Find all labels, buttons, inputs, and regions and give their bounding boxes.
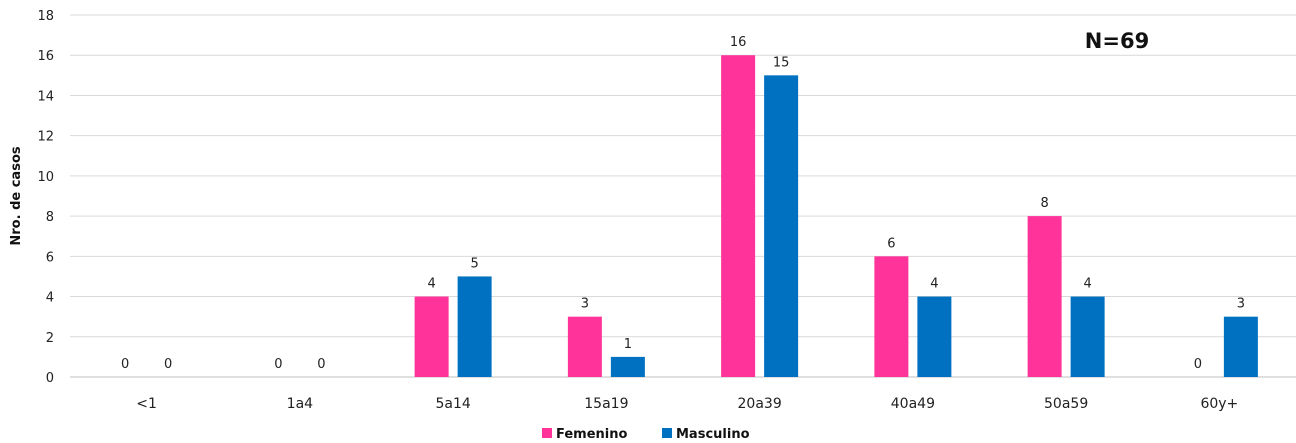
data-label: 4: [427, 277, 435, 292]
data-labels: 0 0 0 0 4 5 3 1 16 15 6 4 8 4 0 3: [121, 35, 1245, 372]
x-category-label: 60y+: [1200, 396, 1238, 412]
x-category-label: 15a19: [584, 396, 628, 412]
bars: [414, 55, 1258, 377]
data-label: 0: [1194, 357, 1202, 372]
y-tick-label: 16: [37, 49, 54, 64]
y-tick-label: 12: [37, 130, 54, 145]
data-label: 0: [274, 357, 282, 372]
legend-label: Femenino: [556, 427, 627, 442]
bar-femenino-4: [721, 55, 756, 377]
y-tick-label: 2: [46, 331, 54, 346]
data-label: 15: [773, 55, 790, 70]
bar-femenino-5: [874, 256, 909, 377]
y-tick-label: 18: [37, 9, 54, 24]
legend-swatch: [542, 428, 552, 438]
bar-masculino-4: [764, 75, 799, 377]
x-category-label: 1a4: [287, 396, 313, 412]
data-label: 16: [730, 35, 747, 50]
y-axis-ticks: 0 2 4 6 8 10 12 14 16 18: [37, 9, 54, 386]
bar-masculino-5: [917, 296, 952, 377]
bar-masculino-7: [1223, 316, 1258, 377]
y-tick-label: 14: [37, 89, 54, 104]
data-label: 3: [1237, 297, 1245, 312]
bar-femenino-3: [567, 316, 602, 377]
sample-size-annotation: N=69: [1085, 29, 1149, 53]
x-category-label: <1: [136, 396, 157, 412]
bar-femenino-6: [1027, 216, 1062, 377]
data-label: 0: [121, 357, 129, 372]
x-category-label: 40a49: [891, 396, 935, 412]
data-label: 5: [470, 256, 478, 271]
y-tick-label: 10: [37, 170, 54, 185]
data-label: 8: [1040, 196, 1048, 211]
data-label: 0: [317, 357, 325, 372]
gridlines: [70, 14, 1296, 378]
x-category-label: 20a39: [738, 396, 782, 412]
data-label: 4: [1083, 277, 1091, 292]
y-tick-label: 0: [46, 371, 54, 386]
data-label: 3: [581, 297, 589, 312]
bar-masculino-2: [457, 276, 492, 377]
bar-masculino-3: [610, 356, 645, 377]
legend-label: Masculino: [676, 427, 750, 442]
data-label: 6: [887, 236, 895, 251]
y-tick-label: 4: [46, 291, 54, 306]
x-category-label: 50a59: [1044, 396, 1088, 412]
bar-femenino-2: [414, 296, 449, 377]
x-axis-categories: <1 1a4 5a14 15a19 20a39 40a49 50a59 60y+: [136, 396, 1238, 412]
data-label: 1: [624, 337, 632, 352]
y-axis-label: Nro. de casos: [9, 146, 24, 245]
y-tick-label: 6: [46, 250, 54, 265]
legend: Femenino Masculino: [542, 427, 750, 442]
data-label: 4: [930, 277, 938, 292]
bar-masculino-6: [1070, 296, 1105, 377]
data-label: 0: [164, 357, 172, 372]
x-category-label: 5a14: [435, 396, 470, 412]
legend-swatch: [662, 428, 672, 438]
y-tick-label: 8: [46, 210, 54, 225]
